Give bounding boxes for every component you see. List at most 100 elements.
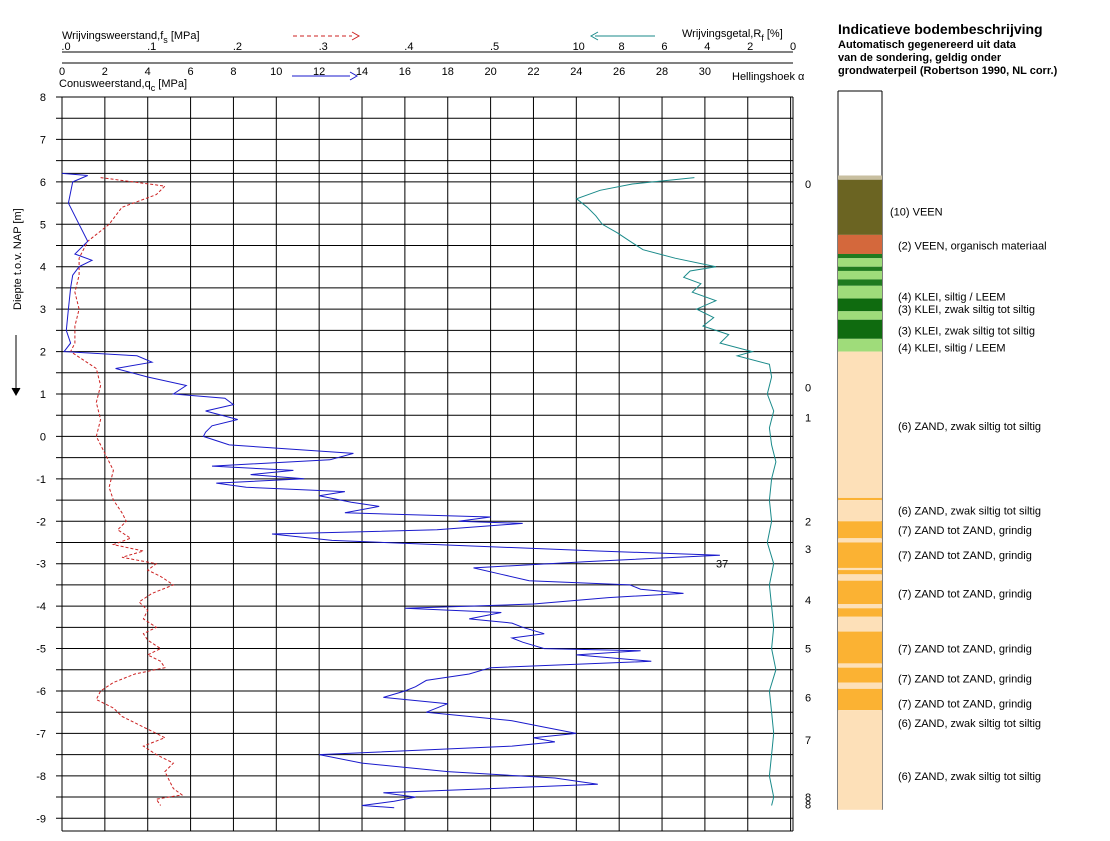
soil-layer	[838, 338, 882, 352]
fs-tick-labels: .0 .1 .2 .3 .4 .5	[61, 41, 499, 53]
y-tick-label: 5	[40, 219, 46, 231]
qc-tick-label: 16	[399, 66, 411, 78]
hoek-label: 6	[805, 692, 811, 704]
hoek-label: 3	[805, 544, 811, 556]
y-tick-label: -6	[36, 686, 46, 698]
hoek-label: 4	[805, 595, 811, 607]
rf-tick-label: 2	[747, 41, 753, 53]
fs-tick-label: .0	[61, 41, 70, 53]
soil-layer	[838, 497, 882, 501]
fs-series-line	[69, 177, 184, 806]
qc-tick-label: 4	[145, 66, 151, 78]
rf-tick-label: 6	[661, 41, 667, 53]
y-tick-label: -1	[36, 474, 46, 486]
soil-layer-label: (4) KLEI, siltig / LEEM	[898, 291, 1006, 303]
qc-tick-label: 18	[442, 66, 454, 78]
y-tick-label: 2	[40, 347, 46, 359]
y-tick-label: 8	[40, 92, 46, 104]
fs-tick-label: .2	[233, 41, 242, 53]
hoek-axis-title: Hellingshoek α	[732, 71, 805, 83]
y-tick-label: 1	[40, 389, 46, 401]
soil-layer	[838, 682, 882, 689]
grid	[56, 96, 794, 832]
rf-tick-label: 0	[790, 41, 796, 53]
rf-tick-label: 8	[618, 41, 624, 53]
soil-layer	[838, 253, 882, 259]
rf-tick-label: 10	[573, 41, 585, 53]
qc-tick-label: 14	[356, 66, 368, 78]
hoek-label: 0	[805, 179, 811, 191]
soil-layer	[838, 285, 882, 299]
soil-layer	[838, 616, 882, 632]
soil-layer-label: (7) ZAND tot ZAND, grindig	[898, 699, 1032, 711]
soil-layer	[838, 500, 882, 522]
y-tick-labels: 8 7 6 5 4 3 2 1 0 -1 -2 -3 -4 -5 -6 -7 -8 -9	[36, 92, 46, 825]
soil-layer	[838, 521, 882, 539]
soil-layer-label: (3) KLEI, zwak siltig tot siltig	[898, 325, 1035, 337]
soil-layer-label: (7) ZAND tot ZAND, grindig	[898, 673, 1032, 685]
soil-layer-label: (7) ZAND tot ZAND, grindig	[898, 644, 1032, 656]
soil-layer	[838, 175, 882, 180]
qc-tick-label: 0	[59, 66, 65, 78]
legend-subtitle-1: Automatisch gegenereerd uit data	[838, 39, 1017, 51]
soil-layer	[838, 258, 882, 267]
y-tick-label: 7	[40, 134, 46, 146]
soil-layer	[838, 279, 882, 286]
legend-subtitle-3: grondwaterpeil (Robertson 1990, NL corr.…	[838, 65, 1058, 77]
soil-layer-label: (6) ZAND, zwak siltig tot siltig	[898, 421, 1041, 433]
y-axis-title: Diepte t.o.v. NAP [m]	[12, 208, 24, 310]
depth-arrow	[11, 335, 21, 397]
soil-layer	[838, 574, 882, 581]
rf-legend-arrow	[589, 31, 655, 41]
soil-layer	[838, 319, 882, 339]
fs-tick-label: .4	[404, 41, 413, 53]
soil-layer	[838, 604, 882, 609]
rf-series-line	[575, 177, 777, 806]
series-layer: 37	[61, 172, 777, 809]
soil-layer	[838, 538, 882, 543]
y-tick-label: -8	[36, 771, 46, 783]
rf-tick-labels: 10 8 6 4 2 0	[573, 41, 796, 53]
qc-tick-label: 28	[656, 66, 668, 78]
y-tick-label: -7	[36, 728, 46, 740]
soil-layer	[838, 580, 882, 605]
hoek-label: 8	[805, 792, 811, 804]
hoek-label: 5	[805, 644, 811, 656]
qc-series-line	[61, 172, 720, 809]
soil-layer-label: (7) ZAND tot ZAND, grindig	[898, 550, 1032, 562]
soil-column	[837, 90, 883, 810]
fs-tick-label: .1	[147, 41, 156, 53]
qc-tick-label: 22	[527, 66, 539, 78]
soil-layer	[838, 688, 882, 711]
soil-layer-label: (4) KLEI, siltig / LEEM	[898, 342, 1006, 354]
y-tick-label: -9	[36, 813, 46, 825]
qc-max-label: 37	[716, 559, 728, 571]
hoek-labels: 0 0 1 2 3 4 5 6 7 88	[805, 179, 811, 812]
qc-tick-label: 30	[699, 66, 711, 78]
fs-tick-label: .5	[490, 41, 499, 53]
hoek-label: 0	[805, 383, 811, 395]
qc-tick-label: 6	[188, 66, 194, 78]
hoek-label: 1	[805, 412, 811, 424]
soil-layer	[838, 710, 882, 810]
soil-layer-label: (6) ZAND, zwak siltig tot siltig	[898, 718, 1041, 730]
y-tick-label: 3	[40, 304, 46, 316]
qc-tick-label: 8	[230, 66, 236, 78]
y-tick-label: 6	[40, 177, 46, 189]
soil-layer	[838, 298, 882, 312]
soil-layer	[838, 179, 882, 235]
soil-layer	[838, 542, 882, 568]
soil-labels: (10) VEEN (2) VEEN, organisch materiaal (4…	[890, 207, 1047, 783]
fs-legend-arrow	[293, 31, 361, 41]
qc-tick-labels: 0 2 4 6 8 10 12 14 16 18 20 22 24 26 28 30	[59, 66, 711, 78]
soil-layer	[838, 311, 882, 320]
hoek-label: 2	[805, 516, 811, 528]
y-tick-label: 4	[40, 262, 46, 274]
qc-tick-label: 24	[570, 66, 582, 78]
fs-tick-label: .3	[319, 41, 328, 53]
rf-axis-title: Wrijvingsgetal,Rf [%]	[682, 28, 783, 43]
soil-layer	[838, 631, 882, 664]
soil-layer	[838, 667, 882, 683]
soil-layer	[838, 351, 882, 498]
y-tick-label: -5	[36, 644, 46, 656]
